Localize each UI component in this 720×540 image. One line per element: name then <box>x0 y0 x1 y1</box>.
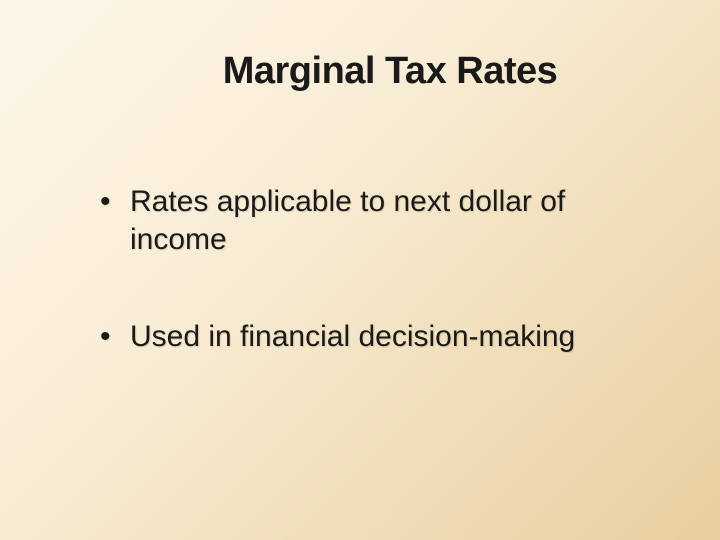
slide-title: Marginal Tax Rates <box>130 50 650 93</box>
slide-container: Marginal Tax Rates Rates applicable to n… <box>0 0 720 540</box>
bullet-item: Rates applicable to next dollar of incom… <box>100 183 650 258</box>
bullet-item: Used in financial decision-making <box>100 318 650 356</box>
bullet-list: Rates applicable to next dollar of incom… <box>70 183 650 356</box>
